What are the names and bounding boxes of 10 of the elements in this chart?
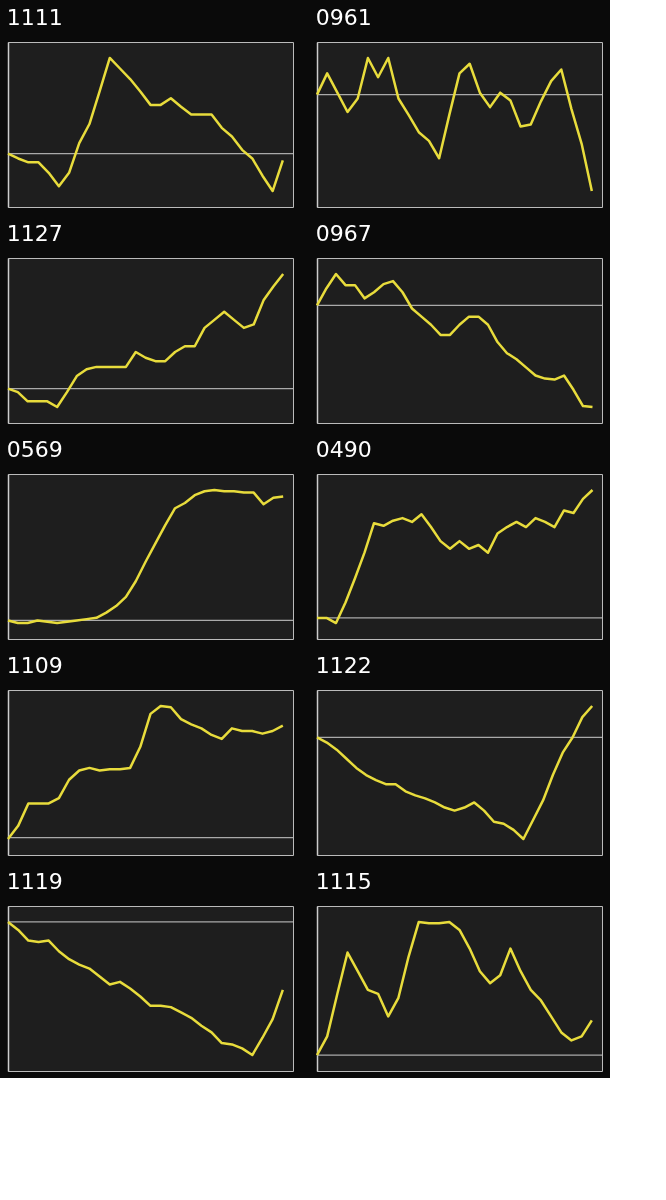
chart-title: 0490 [315, 437, 372, 462]
chart-title: 0961 [315, 5, 372, 30]
chart-title: 1127 [6, 221, 63, 246]
chart-title: 1119 [6, 869, 63, 894]
chart-title: 1122 [315, 653, 372, 678]
chart-title: 1115 [315, 869, 372, 894]
chart-title: 0967 [315, 221, 372, 246]
chart-title: 1109 [6, 653, 63, 678]
chart-title: 0569 [6, 437, 63, 462]
chart-title: 1111 [6, 5, 63, 30]
